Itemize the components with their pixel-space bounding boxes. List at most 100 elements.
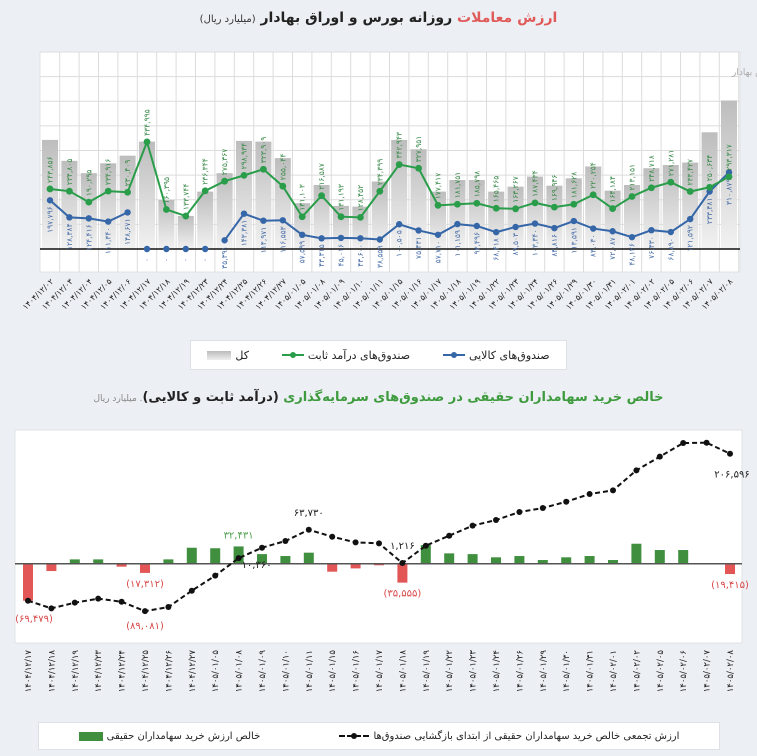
bottom-date-label: ۱۴۰۴/۱۲/۲۳ <box>94 650 104 693</box>
top-title-unit: (میلیارد ریال) <box>199 14 256 25</box>
commodity-point <box>628 233 636 241</box>
cumulative-point <box>656 453 663 460</box>
commodity-value-label: ۱۱۱,۳۴۰ <box>104 228 113 255</box>
cumulative-point <box>259 544 265 551</box>
fixed-income-value-label: ۱۳۱,۱۹۳ <box>337 184 346 211</box>
total-bar <box>333 205 349 249</box>
commodity-value-label: ۱۰۰,۵۰۵ <box>395 230 404 257</box>
cumulative-point <box>235 555 242 562</box>
cumulative-point <box>212 572 219 579</box>
legend-cumulative: ارزش تجمعی خالص خرید سهامداران حقیقی از … <box>339 731 679 742</box>
commodity-value-label: ۵۷,۵۹۹ <box>298 241 307 264</box>
total-bar <box>274 158 291 249</box>
cumulative-point <box>610 487 616 494</box>
cumulative-point <box>142 608 148 615</box>
fixed-income-point <box>279 182 287 190</box>
commodity-value-label: ۲۳۳,۴۸۱ <box>705 198 714 225</box>
commodity-value-label: ۱۴۳,۳۸۱ <box>240 220 249 247</box>
fixed-income-point <box>551 203 558 211</box>
fixed-income-value-label: ۲۷۵,۳۶۷ <box>220 149 229 176</box>
total-bar <box>42 139 58 249</box>
fixed-income-value-label: ۲۳۴,۳۹۹ <box>375 159 384 186</box>
total-bar <box>352 206 369 249</box>
top-chart-legend: صندوق‌های کالایی صندوق‌های درآمد ثابت کل <box>190 340 567 370</box>
net-purchase-bar <box>491 557 501 564</box>
bar-value-label: (۶۹,۴۷۹) <box>15 614 53 625</box>
cumulative-point <box>469 522 476 529</box>
cumulative-point <box>329 533 336 540</box>
commodity-point <box>396 221 403 228</box>
cumulative-value-label: ۲۰۶,۵۹۶ <box>714 470 749 481</box>
total-bar <box>468 180 485 249</box>
fixed-income-point <box>240 171 248 179</box>
total-bar <box>294 203 311 249</box>
fixed-income-value-label: ۱۸۷,۴۳۴ <box>531 170 540 197</box>
commodity-value-label: ۴۵,۰۱۶ <box>337 244 346 267</box>
fixed-income-point <box>318 192 325 200</box>
commodity-value-label: ۱۰۳,۳۴۰ <box>531 230 540 257</box>
total-bar <box>158 199 175 249</box>
cumulative-point <box>516 509 523 516</box>
fixed-income-value-label: ۲۲۰,۲۵۴ <box>589 162 598 189</box>
fixed-income-point <box>686 188 694 195</box>
commodity-value-label: ۶۸,۸۹۰ <box>666 238 675 261</box>
commodity-value-label: ۳۵,۳۹۱ <box>220 246 229 269</box>
commodity-point <box>609 228 616 235</box>
commodity-value-label: ۱۱۴,۹۷۱ <box>259 227 268 254</box>
fixed-income-point <box>648 184 655 192</box>
fixed-income-point <box>434 201 442 209</box>
fixed-income-line <box>49 138 730 219</box>
fixed-income-value-label: ۴۳۴,۹۹۵ <box>143 109 152 136</box>
cumulative-point <box>493 517 499 524</box>
commodity-value-label: ۸۳,۰۳۰ <box>589 235 598 258</box>
commodity-point <box>66 214 73 221</box>
total-bar <box>236 140 252 249</box>
fixed-income-point <box>589 191 597 199</box>
commodity-point <box>473 222 480 230</box>
bottom-date-label: ۱۴۰۴/۱۲/۱۸ <box>47 650 57 693</box>
bottom-date-label: ۱۴۰۵/۰۱/۰۵ <box>211 650 221 693</box>
commodity-value-label: ۱۱۳,۵۹۱ <box>569 227 578 254</box>
fixed-income-value-label: ۱۳۱,۱۰۳ <box>298 184 307 211</box>
fixed-income-point <box>104 187 112 195</box>
net-purchase-bar <box>280 556 291 564</box>
legend-net-swatch <box>78 731 103 741</box>
fixed-income-point <box>298 213 306 221</box>
cumulative-point <box>399 560 406 567</box>
commodity-point <box>357 235 364 242</box>
net-purchase-bar <box>397 563 408 583</box>
net-purchase-bar <box>514 556 525 564</box>
commodity-value-label: ۱۹۷,۷۹۶ <box>46 206 55 233</box>
bottom-date-label: ۱۴۰۵/۰۲/۰۵ <box>656 650 666 693</box>
fixed-income-point <box>182 212 190 220</box>
fixed-income-point <box>415 164 422 172</box>
fixed-income-point <box>85 198 93 206</box>
commodity-point <box>570 217 577 225</box>
commodity-point <box>590 225 597 232</box>
bottom-date-label: ۱۴۰۵/۰۱/۰۸ <box>235 650 245 693</box>
bar-value-label: (۱۹,۴۱۵) <box>711 580 749 591</box>
fixed-income-value-label: ۳۲۷,۹۵۱ <box>414 136 423 163</box>
bottom-date-label: ۱۴۰۵/۰۱/۲۴ <box>492 650 502 692</box>
fixed-income-point <box>395 161 403 168</box>
total-bar <box>565 178 582 249</box>
fixed-income-point <box>492 204 500 212</box>
fixed-income-point <box>46 185 54 193</box>
commodity-value-label: ۷۶,۴۳۰ <box>647 236 656 259</box>
bottom-date-label: ۱۴۰۴/۱۲/۲۶ <box>164 650 174 692</box>
bottom-date-label: ۱۴۰۵/۰۱/۱۷ <box>375 650 385 693</box>
net-purchase-bar <box>608 560 618 564</box>
net-purchase-bar <box>561 557 572 564</box>
bottom-date-label: ۱۴۰۵/۰۱/۱۹ <box>422 650 432 693</box>
cumulative-point <box>446 532 453 539</box>
bottom-date-label: ۱۴۰۵/۰۱/۳۱ <box>586 650 596 692</box>
fixed-income-point <box>143 138 151 146</box>
fixed-income-point <box>454 200 461 208</box>
commodity-value-label: ۵۷,۷۱۰ <box>434 241 443 264</box>
cumulative-value-label: ۱۰,۳۶۰ <box>242 560 272 571</box>
fixed-income-value-label: ۱۸۵,۷۹۸ <box>472 171 481 198</box>
cumulative-point <box>539 505 546 512</box>
bottom-date-label: ۱۴۰۵/۰۱/۱۸ <box>398 650 408 693</box>
fixed-income-value-label: ۲۹۸,۹۳۴ <box>240 143 249 170</box>
